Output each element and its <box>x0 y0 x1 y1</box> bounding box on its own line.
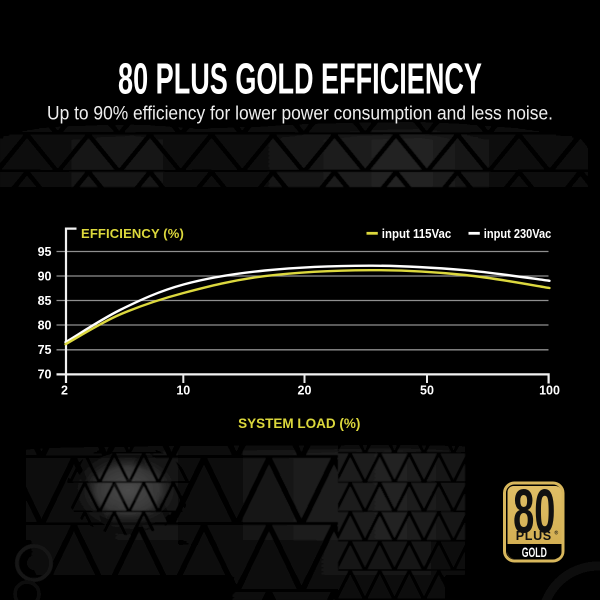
svg-text:80: 80 <box>513 476 555 546</box>
svg-text:85: 85 <box>38 294 52 308</box>
svg-text:100: 100 <box>539 384 560 398</box>
svg-text:75: 75 <box>38 343 52 357</box>
svg-text:2: 2 <box>61 384 68 398</box>
svg-text:SYSTEM LOAD (%): SYSTEM LOAD (%) <box>238 416 360 431</box>
svg-text:20: 20 <box>298 384 312 398</box>
svg-text:95: 95 <box>38 245 52 259</box>
svg-text:®: ® <box>555 530 559 537</box>
svg-text:Up to 90% efficiency for lower: Up to 90% efficiency for lower power con… <box>47 101 553 123</box>
svg-text:EFFICIENCY (%): EFFICIENCY (%) <box>81 226 184 241</box>
svg-text:80: 80 <box>38 318 52 332</box>
svg-text:input 230Vac: input 230Vac <box>484 227 552 241</box>
svg-text:70: 70 <box>38 368 52 382</box>
svg-text:50: 50 <box>420 384 434 398</box>
svg-text:90: 90 <box>38 269 52 283</box>
svg-text:80 PLUS GOLD EFFICIENCY: 80 PLUS GOLD EFFICIENCY <box>118 54 482 103</box>
svg-text:10: 10 <box>176 384 190 398</box>
svg-text:GOLD: GOLD <box>522 546 547 560</box>
svg-text:input 115Vac: input 115Vac <box>382 227 452 241</box>
svg-text:PLUS: PLUS <box>516 529 552 543</box>
